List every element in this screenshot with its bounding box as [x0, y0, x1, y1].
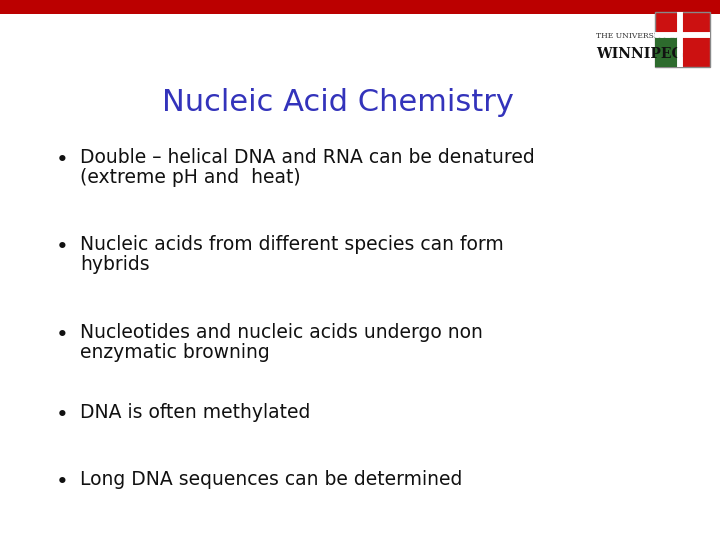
Text: hybrids: hybrids: [80, 255, 150, 274]
Text: Nucleic Acid Chemistry: Nucleic Acid Chemistry: [163, 88, 514, 117]
Text: (extreme pH and  heat): (extreme pH and heat): [80, 168, 301, 187]
Text: •: •: [55, 405, 68, 425]
Text: THE UNIVERSITY OF: THE UNIVERSITY OF: [596, 32, 680, 40]
Text: •: •: [55, 325, 68, 345]
Text: Double – helical DNA and RNA can be denatured: Double – helical DNA and RNA can be dena…: [80, 148, 535, 167]
Bar: [655, 35, 680, 67]
Text: Nucleic acids from different species can form: Nucleic acids from different species can…: [80, 235, 504, 254]
Text: Long DNA sequences can be determined: Long DNA sequences can be determined: [80, 470, 462, 489]
Bar: [655, 12, 710, 67]
Text: DNA is often methylated: DNA is often methylated: [80, 403, 310, 422]
Text: •: •: [55, 472, 68, 492]
Text: •: •: [55, 150, 68, 170]
Text: WINNIPEG: WINNIPEG: [596, 47, 683, 61]
Text: enzymatic browning: enzymatic browning: [80, 343, 270, 362]
Text: •: •: [55, 237, 68, 257]
Bar: [0, 0, 720, 14]
Text: Nucleotides and nucleic acids undergo non: Nucleotides and nucleic acids undergo no…: [80, 323, 483, 342]
